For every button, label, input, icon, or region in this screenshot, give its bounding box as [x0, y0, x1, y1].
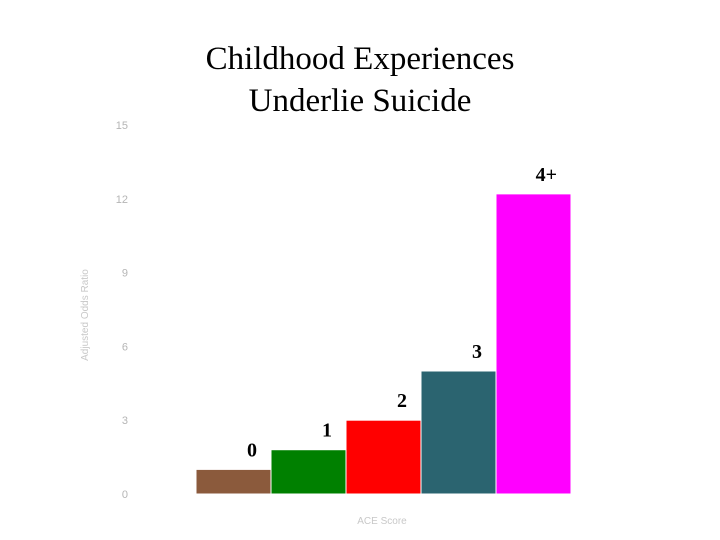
bar: [270, 449, 347, 495]
y-tick-label: 6: [122, 341, 128, 353]
title-line-1: Childhood Experiences: [205, 41, 515, 77]
bar-category-label: 3: [472, 341, 482, 363]
bar: [195, 468, 272, 495]
chart-title: Childhood Experiences Underlie Suicide: [150, 38, 570, 122]
bar-category-label: 4+: [536, 164, 557, 186]
y-tick-label: 15: [116, 120, 128, 132]
y-tick-label: 0: [122, 489, 128, 501]
bar: [420, 370, 497, 495]
y-tick-label: 3: [122, 415, 128, 427]
bar: [495, 193, 572, 495]
y-axis-label: Adjusted Odds Ratio: [80, 269, 91, 361]
bar-category-label: 1: [322, 420, 332, 442]
bar-category-label: 2: [397, 390, 407, 412]
y-tick-label: 9: [122, 268, 128, 280]
title-line-2: Underlie Suicide: [248, 83, 472, 119]
y-tick-label: 12: [116, 194, 128, 206]
bar-category-label: 0: [247, 439, 257, 461]
x-axis-label: ACE Score: [357, 516, 407, 527]
bar: [345, 419, 422, 495]
